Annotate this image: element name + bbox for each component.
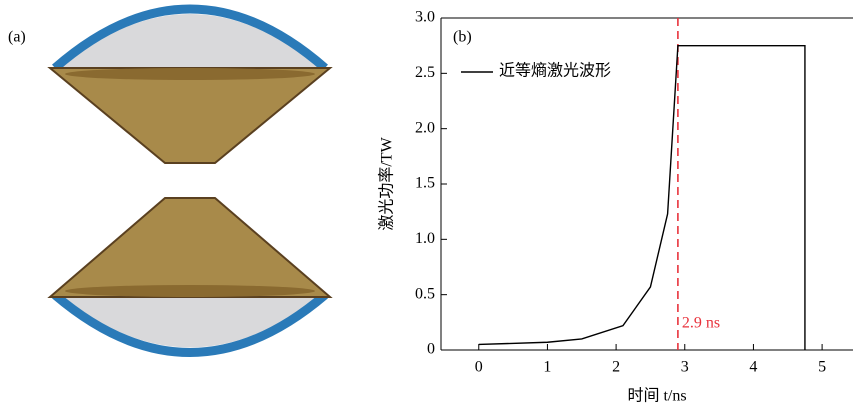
panel-label: (b) (453, 29, 472, 46)
legend-label: 近等熵激光波形 (499, 62, 611, 80)
cone (47, 197, 333, 298)
x-axis-label: 时间 t/ns (627, 387, 686, 405)
panel-label: (a) (8, 29, 26, 46)
shell (52, 291, 328, 357)
y-tick-label: 1.5 (415, 175, 435, 192)
x-tick-label: 0 (475, 359, 483, 376)
shell (52, 4, 328, 72)
y-tick-label: 2.0 (415, 119, 435, 136)
chart: 0 0.5 1.0 1.5 2.0 2.5 3.0 0 1 2 3 4 5 时间 t/ns 激光功率/TW (… (378, 9, 853, 405)
y-tick-label: 1.0 (415, 230, 435, 247)
data-line (478, 44, 806, 350)
cone-rim (65, 68, 315, 80)
x-tick-label: 2 (612, 359, 620, 376)
cone-rim (65, 285, 315, 297)
y-tick-label: 0 (427, 341, 435, 358)
x-tick-label: 3 (681, 359, 689, 376)
reference-label: 2.9 ns (682, 315, 720, 332)
cone (47, 67, 333, 164)
x-tick-label: 4 (749, 359, 757, 376)
y-axis-label: 激光功率/TW (378, 136, 396, 230)
y-tick-label: 2.5 (415, 64, 435, 81)
y-tick-label: 3.0 (415, 9, 435, 26)
illustration (47, 4, 333, 357)
x-tick-label: 5 (818, 359, 826, 376)
x-tick-label: 1 (543, 359, 551, 376)
y-tick-label: 0.5 (415, 285, 435, 302)
